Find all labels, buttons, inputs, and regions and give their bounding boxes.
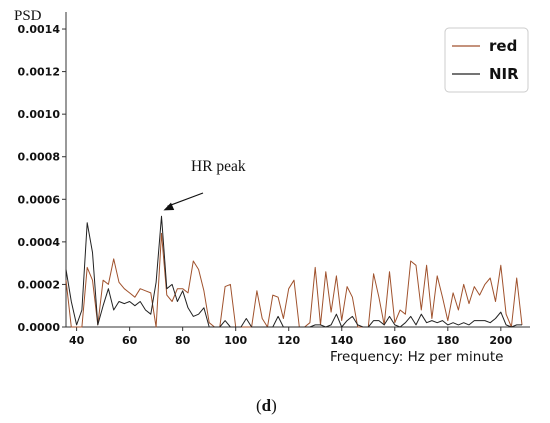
series-line-nir bbox=[65, 215, 522, 328]
x-tick-label: 80 bbox=[175, 334, 191, 347]
x-axis-label: Frequency: Hz per minute bbox=[330, 349, 503, 365]
legend-label-red: red bbox=[489, 37, 517, 55]
figure-caption: (d) bbox=[256, 396, 277, 415]
x-tick-label: 200 bbox=[489, 334, 512, 347]
hr-peak-annotation: HR peak bbox=[191, 158, 246, 175]
y-tick-label: 0.0004 bbox=[18, 236, 61, 249]
y-tick-label: 0.0010 bbox=[18, 108, 61, 121]
legend-box bbox=[444, 27, 529, 93]
y-tick-label: 0.0006 bbox=[18, 193, 61, 206]
y-tick-label: 0.0014 bbox=[18, 23, 61, 36]
x-tick-label: 40 bbox=[69, 334, 85, 347]
y-tick-label: 0.0008 bbox=[18, 151, 60, 164]
x-tick-label: 140 bbox=[330, 334, 353, 347]
hr-peak-arrow-shaft bbox=[167, 192, 204, 207]
plot-area: 0.0000 0.0002 0.0004 0.0006 0.0008 0.0010 0.00… bbox=[18, 12, 530, 347]
x-tick-label: 120 bbox=[277, 334, 300, 347]
y-tick-label: 0.0002 bbox=[18, 278, 60, 291]
hr-peak-arrow-head bbox=[163, 202, 175, 211]
y-tick-label: 0.0012 bbox=[18, 66, 60, 79]
legend: red NIR bbox=[444, 27, 529, 93]
legend-label-nir: NIR bbox=[489, 65, 519, 83]
series-line-red bbox=[65, 232, 523, 328]
x-tick-label: 60 bbox=[122, 334, 138, 347]
x-tick-label: 180 bbox=[436, 334, 459, 347]
y-tick-label: 0.0000 bbox=[18, 321, 61, 334]
x-tick-label: 160 bbox=[383, 334, 406, 347]
x-tick-label: 100 bbox=[224, 334, 247, 347]
y-axis-label: PSD bbox=[14, 8, 42, 24]
